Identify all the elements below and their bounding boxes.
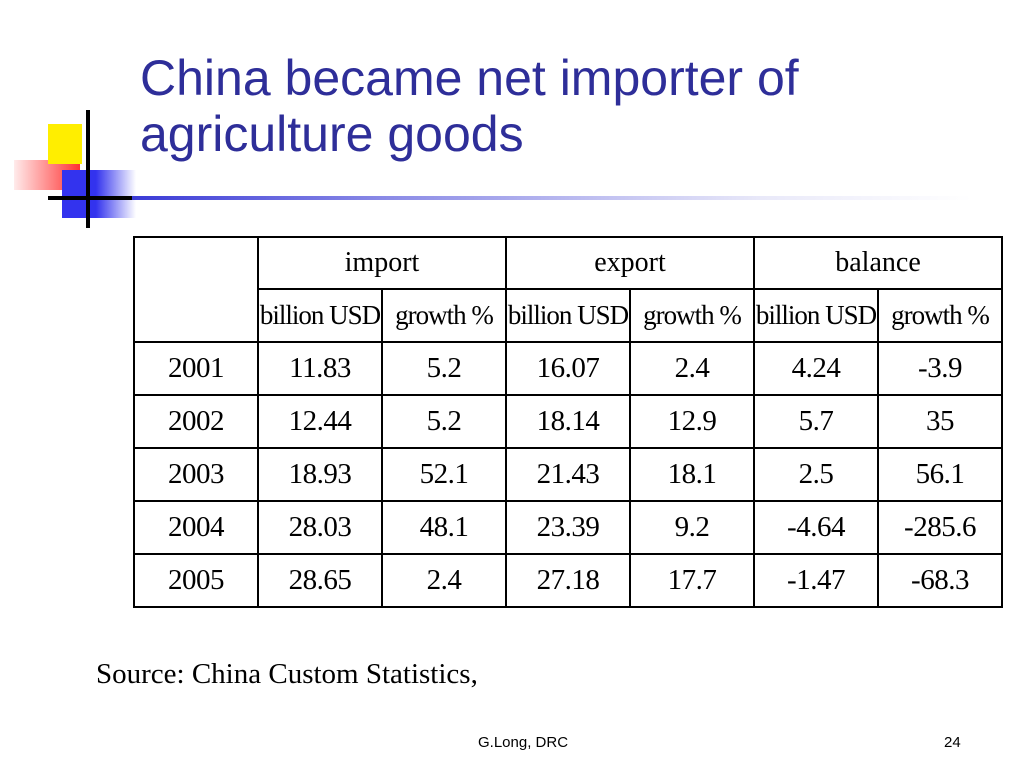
table-cell: -4.64 [753,500,879,555]
table-cell: -3.9 [877,341,1003,396]
table-cell: 17.7 [629,553,755,608]
table-cell: -1.47 [753,553,879,608]
table-cell: -285.6 [877,500,1003,555]
page-number: 24 [944,734,961,751]
group-header-balance: balance [753,236,1003,290]
trade-table: import export balance billion USD growth… [133,236,1003,608]
corner-cell [133,236,259,343]
subheader-import-growth: growth % [381,288,507,343]
table-cell: 16.07 [505,341,631,396]
table-cell: 27.18 [505,553,631,608]
table-cell: 48.1 [381,500,507,555]
subheader-import-value: billion USD [257,288,383,343]
table-subheader-row: billion USD growth % billion USD growth … [134,288,1003,343]
footer-author: G.Long, DRC [478,734,569,751]
decorative-blue-block [62,170,96,218]
subheader-export-growth: growth % [629,288,755,343]
table-cell: 5.2 [381,394,507,449]
table-cell: 52.1 [381,447,507,502]
table-cell: 5.2 [381,341,507,396]
source-note: Source: China Custom Statistics, [96,658,478,690]
subheader-export-value: billion USD [505,288,631,343]
table-row: 2002 12.44 5.2 18.14 12.9 5.7 35 [133,394,1003,449]
table-cell: 9.2 [629,500,755,555]
table-row: 2005 28.65 2.4 27.18 17.7 -1.47 -68.3 [133,553,1003,608]
year-cell: 2001 [133,341,259,396]
table-cell: 35 [877,394,1003,449]
table-cell: 2.5 [753,447,879,502]
decorative-yellow-block [48,124,82,164]
table-row: 2004 28.03 48.1 23.39 9.2 -4.64 -285.6 [133,500,1003,555]
table-cell: 4.24 [753,341,879,396]
table-header-row: import export balance [133,236,1003,343]
table-cell: 18.93 [257,447,383,502]
table-row: 2003 18.93 52.1 21.43 18.1 2.5 56.1 [133,447,1003,502]
year-cell: 2004 [133,500,259,555]
table-cell: 18.1 [629,447,755,502]
year-cell: 2005 [133,553,259,608]
decorative-vertical-line [86,110,90,228]
group-header-import: import [257,236,507,290]
year-cell: 2002 [133,394,259,449]
table-row: 2001 11.83 5.2 16.07 2.4 4.24 -3.9 [133,341,1003,396]
table-cell: 23.39 [505,500,631,555]
group-header-export: export [505,236,755,290]
table-cell: 28.03 [257,500,383,555]
table-cell: 21.43 [505,447,631,502]
subheader-balance-value: billion USD [753,288,879,343]
decorative-blue-fade [96,170,136,218]
table-cell: 28.65 [257,553,383,608]
table-cell: 18.14 [505,394,631,449]
year-cell: 2003 [133,447,259,502]
table-cell: 2.4 [381,553,507,608]
table-cell: 11.83 [257,341,383,396]
slide-title: China became net importer of agriculture… [140,50,799,162]
table-cell: 12.44 [257,394,383,449]
table-cell: 5.7 [753,394,879,449]
subheader-balance-growth: growth % [877,288,1003,343]
table-cell: 2.4 [629,341,755,396]
title-underline [132,196,972,200]
table-cell: -68.3 [877,553,1003,608]
table-cell: 56.1 [877,447,1003,502]
table-cell: 12.9 [629,394,755,449]
decorative-horizontal-line [48,196,132,200]
